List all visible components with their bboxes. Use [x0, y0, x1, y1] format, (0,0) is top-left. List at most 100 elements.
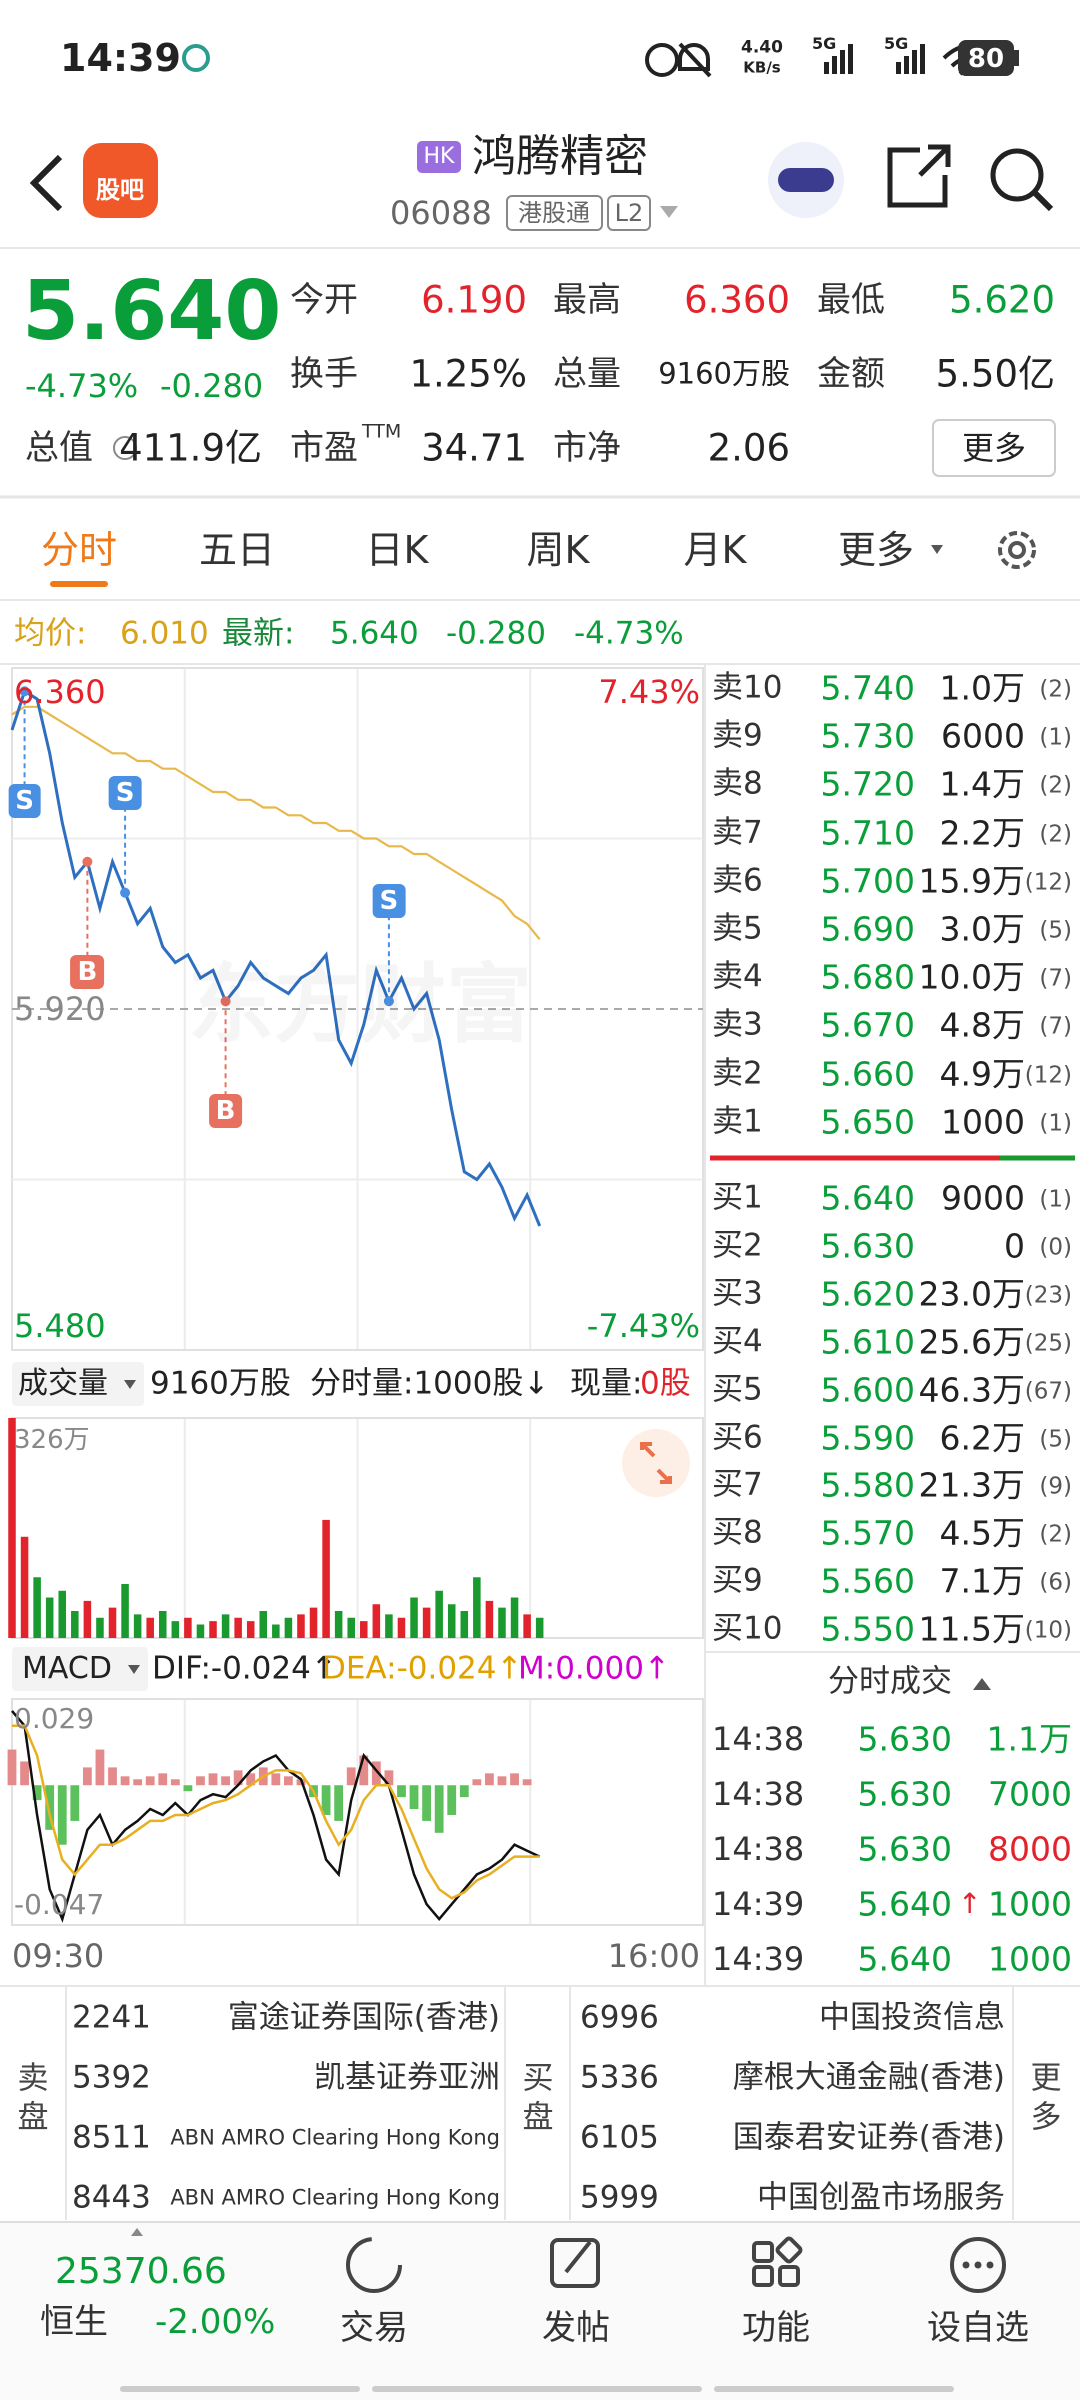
mute-icon: [678, 42, 712, 78]
hk-badge: HK: [423, 144, 455, 169]
book-volume: 3.0万: [939, 909, 1025, 949]
hk-badge-bg: [417, 141, 461, 173]
trades-title[interactable]: 分时成交: [828, 1663, 952, 1700]
book-price: 5.610: [820, 1322, 915, 1362]
tab[interactable]: 五日: [198, 528, 276, 572]
tab[interactable]: 分时: [40, 528, 118, 572]
book-count: (23): [1024, 1282, 1072, 1309]
volume-bar: [372, 1604, 381, 1638]
macd-bar: [271, 1773, 281, 1786]
back-button[interactable]: [29, 154, 63, 212]
book-price: 5.690: [820, 909, 915, 949]
book-price: 5.570: [820, 1513, 915, 1553]
marker-dot: [120, 887, 131, 898]
expand-button[interactable]: [622, 1429, 690, 1497]
volume-bar: [184, 1617, 192, 1638]
book-level: 买5: [712, 1371, 763, 1408]
battery-level: 80: [967, 44, 1005, 74]
book-level: 卖10: [712, 669, 783, 706]
book-price: 5.740: [820, 668, 915, 708]
watch-icon[interactable]: [950, 2237, 1006, 2293]
volume-bar: [20, 1536, 29, 1638]
nav-item[interactable]: 设自选: [927, 2308, 1029, 2348]
volume-select-arrow: [124, 1380, 136, 1389]
trade-icon[interactable]: [346, 2237, 402, 2293]
book-count: (10): [1024, 1617, 1072, 1644]
settings-icon[interactable]: [998, 531, 1036, 569]
avatar-visor: [778, 168, 834, 192]
macd-bar: [170, 1779, 180, 1786]
x-axis-label: 16:00: [607, 1937, 700, 1975]
nav-item[interactable]: 发帖: [542, 2308, 610, 2348]
info-icon[interactable]: [113, 436, 137, 460]
broker-name: ABN AMRO Clearing Hong Kong: [170, 2185, 500, 2210]
volume-bar: [385, 1614, 393, 1638]
book-price: 5.600: [820, 1370, 915, 1410]
loading-icon: [182, 44, 210, 72]
book-price: 5.590: [820, 1418, 915, 1457]
marker-dot: [220, 996, 231, 1007]
book-count: (25): [1024, 1330, 1072, 1357]
home-indicator: [714, 2386, 954, 2392]
change-pct: -4.73%: [25, 367, 139, 405]
y-tick-label: 6.360: [14, 673, 106, 711]
book-price: 5.580: [820, 1465, 915, 1505]
battery: [958, 40, 1014, 76]
nav-item[interactable]: 交易: [340, 2308, 408, 2348]
price-line: [11, 705, 541, 940]
macd-bar: [145, 1776, 155, 1786]
index-name: 恒生: [40, 2302, 108, 2342]
nav-icons: [346, 2236, 1006, 2293]
trade-arrow: ↑: [958, 1887, 982, 1920]
tab[interactable]: 周K: [526, 528, 590, 572]
book-price: 5.640: [820, 1178, 915, 1218]
book-level: 卖5: [712, 910, 763, 947]
func-icon[interactable]: [752, 2241, 774, 2263]
nav-item[interactable]: 功能: [742, 2308, 810, 2348]
book-count: (5): [1039, 1426, 1072, 1452]
volume-bar: [410, 1597, 418, 1638]
volume-select-bg[interactable]: [12, 1362, 144, 1406]
trade-time: 14:39: [712, 1940, 805, 1978]
volume-bar: [209, 1621, 217, 1638]
macd-select-bg[interactable]: [12, 1647, 148, 1691]
book-level: 买1: [712, 1179, 763, 1216]
macd-bar: [183, 1785, 193, 1792]
app-logo[interactable]: [83, 143, 158, 218]
net-speed-unit: KB/s: [743, 58, 781, 77]
book-count: (7): [1039, 965, 1072, 992]
post-icon[interactable]: [550, 2238, 600, 2288]
book-level: 买8: [712, 1514, 763, 1551]
trade-marker: B: [70, 954, 105, 989]
dropdown-arrow[interactable]: [660, 206, 678, 218]
volume-bar: [259, 1611, 268, 1638]
share-icon[interactable]: [887, 144, 951, 208]
logo-text[interactable]: 股吧: [96, 176, 144, 204]
book-count: (2): [1039, 676, 1072, 703]
book-price: 5.720: [820, 764, 915, 804]
tab[interactable]: 更多: [837, 528, 915, 572]
tab[interactable]: 月K: [683, 528, 747, 572]
macd-bar: [133, 1779, 143, 1786]
book-volume: 0: [1004, 1226, 1025, 1266]
home-indicator: [372, 2386, 702, 2392]
tab[interactable]: 日K: [365, 528, 429, 572]
trade-price: 5.630: [857, 1774, 952, 1814]
more-button[interactable]: 更多: [961, 429, 1027, 467]
trade-marker: S: [372, 884, 406, 919]
volume-select[interactable]: 成交量: [18, 1366, 108, 1401]
index-value[interactable]: 25370.66: [55, 2251, 227, 2292]
change: -0.280: [160, 367, 264, 405]
search-icon[interactable]: [990, 148, 1044, 202]
marker-dot: [82, 856, 93, 867]
volume-bar: [83, 1600, 92, 1638]
book-price: 5.670: [820, 1005, 915, 1045]
brokers-more[interactable]: 更多: [1030, 2060, 1062, 2135]
y-tick-label: 326万: [14, 1425, 90, 1455]
volume-bar: [146, 1617, 154, 1638]
macd-dea: DEA:-0.024↑: [322, 1650, 523, 1687]
macd-select[interactable]: MACD: [22, 1651, 112, 1686]
more-button-bg[interactable]: [932, 419, 1056, 477]
broker-id: 5336: [580, 2059, 659, 2096]
clock: 14:39: [60, 36, 181, 80]
